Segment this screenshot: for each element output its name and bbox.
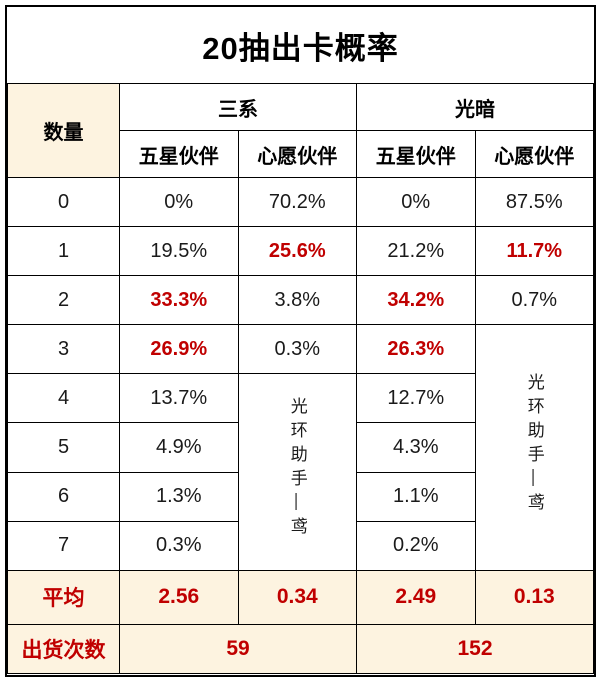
cell-tri-five-star: 13.7% [119, 373, 239, 424]
header-tri-wish: 心愿伙伴 [237, 130, 357, 178]
table-row: 3 26.9% 0.3% 26.3% 光环助手—鸢 [7, 324, 594, 571]
average-tri-wish: 0.34 [237, 569, 357, 625]
table-row: 2 33.3% 3.8% 34.2% 0.7% [7, 275, 594, 326]
shipments-tri: 59 [119, 623, 357, 675]
cell-quantity: 3 [7, 324, 120, 375]
cell-tri-wish: 25.6% [237, 226, 357, 277]
watermark-text: 光环助手—鸢 [524, 372, 544, 517]
header-row-subcolumns: 五星伙伴 心愿伙伴 五星伙伴 心愿伙伴 [8, 130, 594, 178]
header-group-light-dark: 光暗 [356, 83, 594, 131]
table-row: 1 19.5% 25.6% 21.2% 11.7% [7, 226, 594, 277]
cell-tri-wish: 3.8% [237, 275, 357, 326]
table-row: 4 13.7% 光环助手—鸢 12.7% [7, 373, 594, 571]
cell-quantity: 0 [7, 176, 120, 228]
table-row: 0 0% 70.2% 0% 87.5% [7, 176, 594, 228]
shipments-label: 出货次数 [7, 623, 120, 675]
cell-tri-wish: 70.2% [237, 176, 357, 228]
cell-tri-wish: 0.3% [237, 324, 357, 375]
watermark-cell: 光环助手—鸢 [237, 373, 357, 571]
table-row: 7 0.3% 0.2% [7, 520, 594, 571]
average-ld-wish: 0.13 [474, 569, 594, 625]
cell-ld-five-star: 34.2% [356, 275, 476, 326]
cell-ld-five-star: 26.3% [356, 324, 476, 375]
cell-ld-five-star: 0.2% [356, 520, 476, 571]
cell-quantity: 6 [7, 471, 120, 522]
cell-quantity: 4 [7, 373, 120, 424]
header-ld-five-star: 五星伙伴 [356, 130, 476, 178]
watermark-text: 光环助手—鸢 [287, 397, 307, 542]
shipments-row: 出货次数 59 152 [7, 623, 594, 675]
header-row-groups: 数量 三系 光暗 [7, 83, 594, 178]
cell-ld-five-star: 21.2% [356, 226, 476, 277]
cell-ld-five-star: 0% [356, 176, 476, 228]
shipments-ld: 152 [356, 623, 594, 675]
average-label: 平均 [7, 569, 120, 625]
cell-tri-five-star: 4.9% [119, 422, 239, 473]
cell-tri-five-star: 33.3% [119, 275, 239, 326]
average-ld-five-star: 2.49 [356, 569, 476, 625]
cell-quantity: 2 [7, 275, 120, 326]
cell-quantity: 1 [7, 226, 120, 277]
cell-ld-wish: 0.7% [474, 275, 594, 326]
probability-card: 20抽出卡概率 数量 三系 光暗 五星伙伴 心愿伙伴 五星伙伴 心愿伙伴 0 0… [5, 5, 596, 677]
cell-tri-five-star: 0% [119, 176, 239, 228]
cell-ld-five-star: 1.1% [356, 471, 476, 522]
cell-tri-five-star: 0.3% [119, 520, 239, 571]
cell-ld-wish: 11.7% [474, 226, 594, 277]
cell-tri-five-star: 19.5% [119, 226, 239, 277]
cell-ld-five-star: 4.3% [356, 422, 476, 473]
cell-tri-five-star: 1.3% [119, 471, 239, 522]
header-quantity: 数量 [7, 83, 120, 178]
cell-quantity: 7 [7, 520, 120, 571]
header-group-three-system: 三系 [119, 83, 357, 131]
page-title: 20抽出卡概率 [202, 30, 399, 66]
header-tri-five-star: 五星伙伴 [119, 130, 239, 178]
cell-ld-five-star: 12.7% [356, 373, 476, 424]
cell-ld-wish: 87.5% [474, 176, 594, 228]
average-row: 平均 2.56 0.34 2.49 0.13 [7, 569, 594, 625]
cell-quantity: 5 [7, 422, 120, 473]
header-ld-wish: 心愿伙伴 [474, 130, 594, 178]
average-tri-five-star: 2.56 [119, 569, 239, 625]
table-row: 6 1.3% 1.1% [7, 471, 594, 522]
cell-tri-five-star: 26.9% [119, 324, 239, 375]
table-row: 5 4.9% 4.3% [7, 422, 594, 473]
watermark-cell: 光环助手—鸢 [474, 324, 594, 571]
probability-table: 数量 三系 光暗 五星伙伴 心愿伙伴 五星伙伴 心愿伙伴 0 0% 70.2% … [7, 83, 594, 675]
